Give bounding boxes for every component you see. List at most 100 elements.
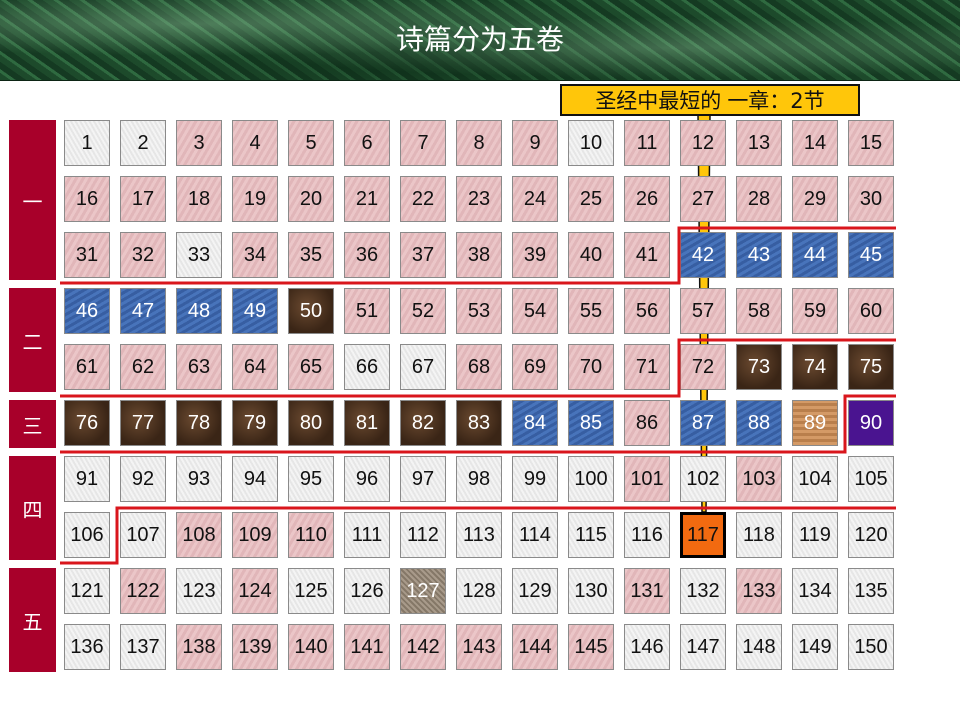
book-1-label: 一 [9,120,56,280]
chapter-cell: 28 [736,176,782,222]
chapter-cell: 17 [120,176,166,222]
chapter-cell: 57 [680,288,726,334]
chapter-cell: 149 [792,624,838,670]
chapter-cell: 56 [624,288,670,334]
chapter-cell: 30 [848,176,894,222]
chapter-cell: 15 [848,120,894,166]
chapter-cell: 24 [512,176,558,222]
chapter-cell: 124 [232,568,278,614]
chapter-cell: 97 [400,456,446,502]
chapter-cell: 47 [120,288,166,334]
chapter-cell: 11 [624,120,670,166]
chapter-cell: 84 [512,400,558,446]
chapter-cell: 81 [344,400,390,446]
chapter-cell: 45 [848,232,894,278]
chapter-cell: 103 [736,456,782,502]
chapter-cell-highlighted: 117 [680,512,726,558]
chapter-cell: 77 [120,400,166,446]
chapter-cell: 147 [680,624,726,670]
chapter-cell: 96 [344,456,390,502]
chapter-cell: 125 [288,568,334,614]
callout-bubble: 圣经中最短的 一章：2节 [560,84,860,116]
chapter-cell: 55 [568,288,614,334]
chapter-cell: 114 [512,512,558,558]
slide-title: 诗篇分为五卷 [395,23,564,56]
chapter-cell: 10 [568,120,614,166]
chapter-cell: 29 [792,176,838,222]
chapter-cell: 6 [344,120,390,166]
chapter-cell: 131 [624,568,670,614]
chapter-cell: 148 [736,624,782,670]
chapter-cell: 62 [120,344,166,390]
chapter-cell: 71 [624,344,670,390]
chapter-cell: 74 [792,344,838,390]
chapter-cell: 38 [456,232,502,278]
chapter-cell: 73 [736,344,782,390]
chapter-cell: 78 [176,400,222,446]
chapter-cell: 32 [120,232,166,278]
chapter-cell: 86 [624,400,670,446]
chapter-cell: 18 [176,176,222,222]
chapter-cell: 14 [792,120,838,166]
chapter-cell: 3 [176,120,222,166]
book-5-label: 五 [9,568,56,672]
chapter-cell: 126 [344,568,390,614]
chapter-cell: 127 [400,568,446,614]
chapter-cell: 134 [792,568,838,614]
chapter-cell: 92 [120,456,166,502]
chapter-cell: 107 [120,512,166,558]
chapter-cell: 69 [512,344,558,390]
chapter-cell: 54 [512,288,558,334]
book-2-label: 二 [9,288,56,392]
chapter-cell: 46 [64,288,110,334]
chapter-cell: 110 [288,512,334,558]
chapter-cell: 48 [176,288,222,334]
chapter-cell: 139 [232,624,278,670]
chapter-cell: 50 [288,288,334,334]
chapter-cell: 101 [624,456,670,502]
chapter-cell: 16 [64,176,110,222]
chapter-cell: 94 [232,456,278,502]
chapter-cell: 66 [344,344,390,390]
chapter-cell: 39 [512,232,558,278]
chapter-cell: 90 [848,400,894,446]
chapter-cell: 9 [512,120,558,166]
chapter-cell: 133 [736,568,782,614]
chapter-cell: 63 [176,344,222,390]
chapter-cell: 121 [64,568,110,614]
chapter-cell: 37 [400,232,446,278]
chapter-cell: 60 [848,288,894,334]
chapter-cell: 93 [176,456,222,502]
chapter-cell: 100 [568,456,614,502]
chapter-cell: 25 [568,176,614,222]
chapter-cell: 1 [64,120,110,166]
chapter-cell: 36 [344,232,390,278]
chapter-cell: 138 [176,624,222,670]
chapter-cell: 51 [344,288,390,334]
callout-line-1: 圣经中最短的 [595,89,722,113]
chapter-cell: 106 [64,512,110,558]
chapter-cell: 49 [232,288,278,334]
chapter-cell: 123 [176,568,222,614]
chapter-cell: 137 [120,624,166,670]
chapter-cell: 79 [232,400,278,446]
chapter-cell: 35 [288,232,334,278]
chapter-cell: 116 [624,512,670,558]
chapter-cell: 59 [792,288,838,334]
chapter-cell: 8 [456,120,502,166]
chapter-cell: 108 [176,512,222,558]
chapter-cell: 120 [848,512,894,558]
chapter-cell: 140 [288,624,334,670]
chapter-cell: 42 [680,232,726,278]
chapter-cell: 150 [848,624,894,670]
chapter-cell: 129 [512,568,558,614]
chapter-cell: 67 [400,344,446,390]
chapter-cell: 145 [568,624,614,670]
chapter-cell: 44 [792,232,838,278]
chapter-cell: 119 [792,512,838,558]
chapter-cell: 61 [64,344,110,390]
chapter-cell: 112 [400,512,446,558]
title-banner [0,0,960,81]
chapter-cell: 68 [456,344,502,390]
chapter-cell: 2 [120,120,166,166]
